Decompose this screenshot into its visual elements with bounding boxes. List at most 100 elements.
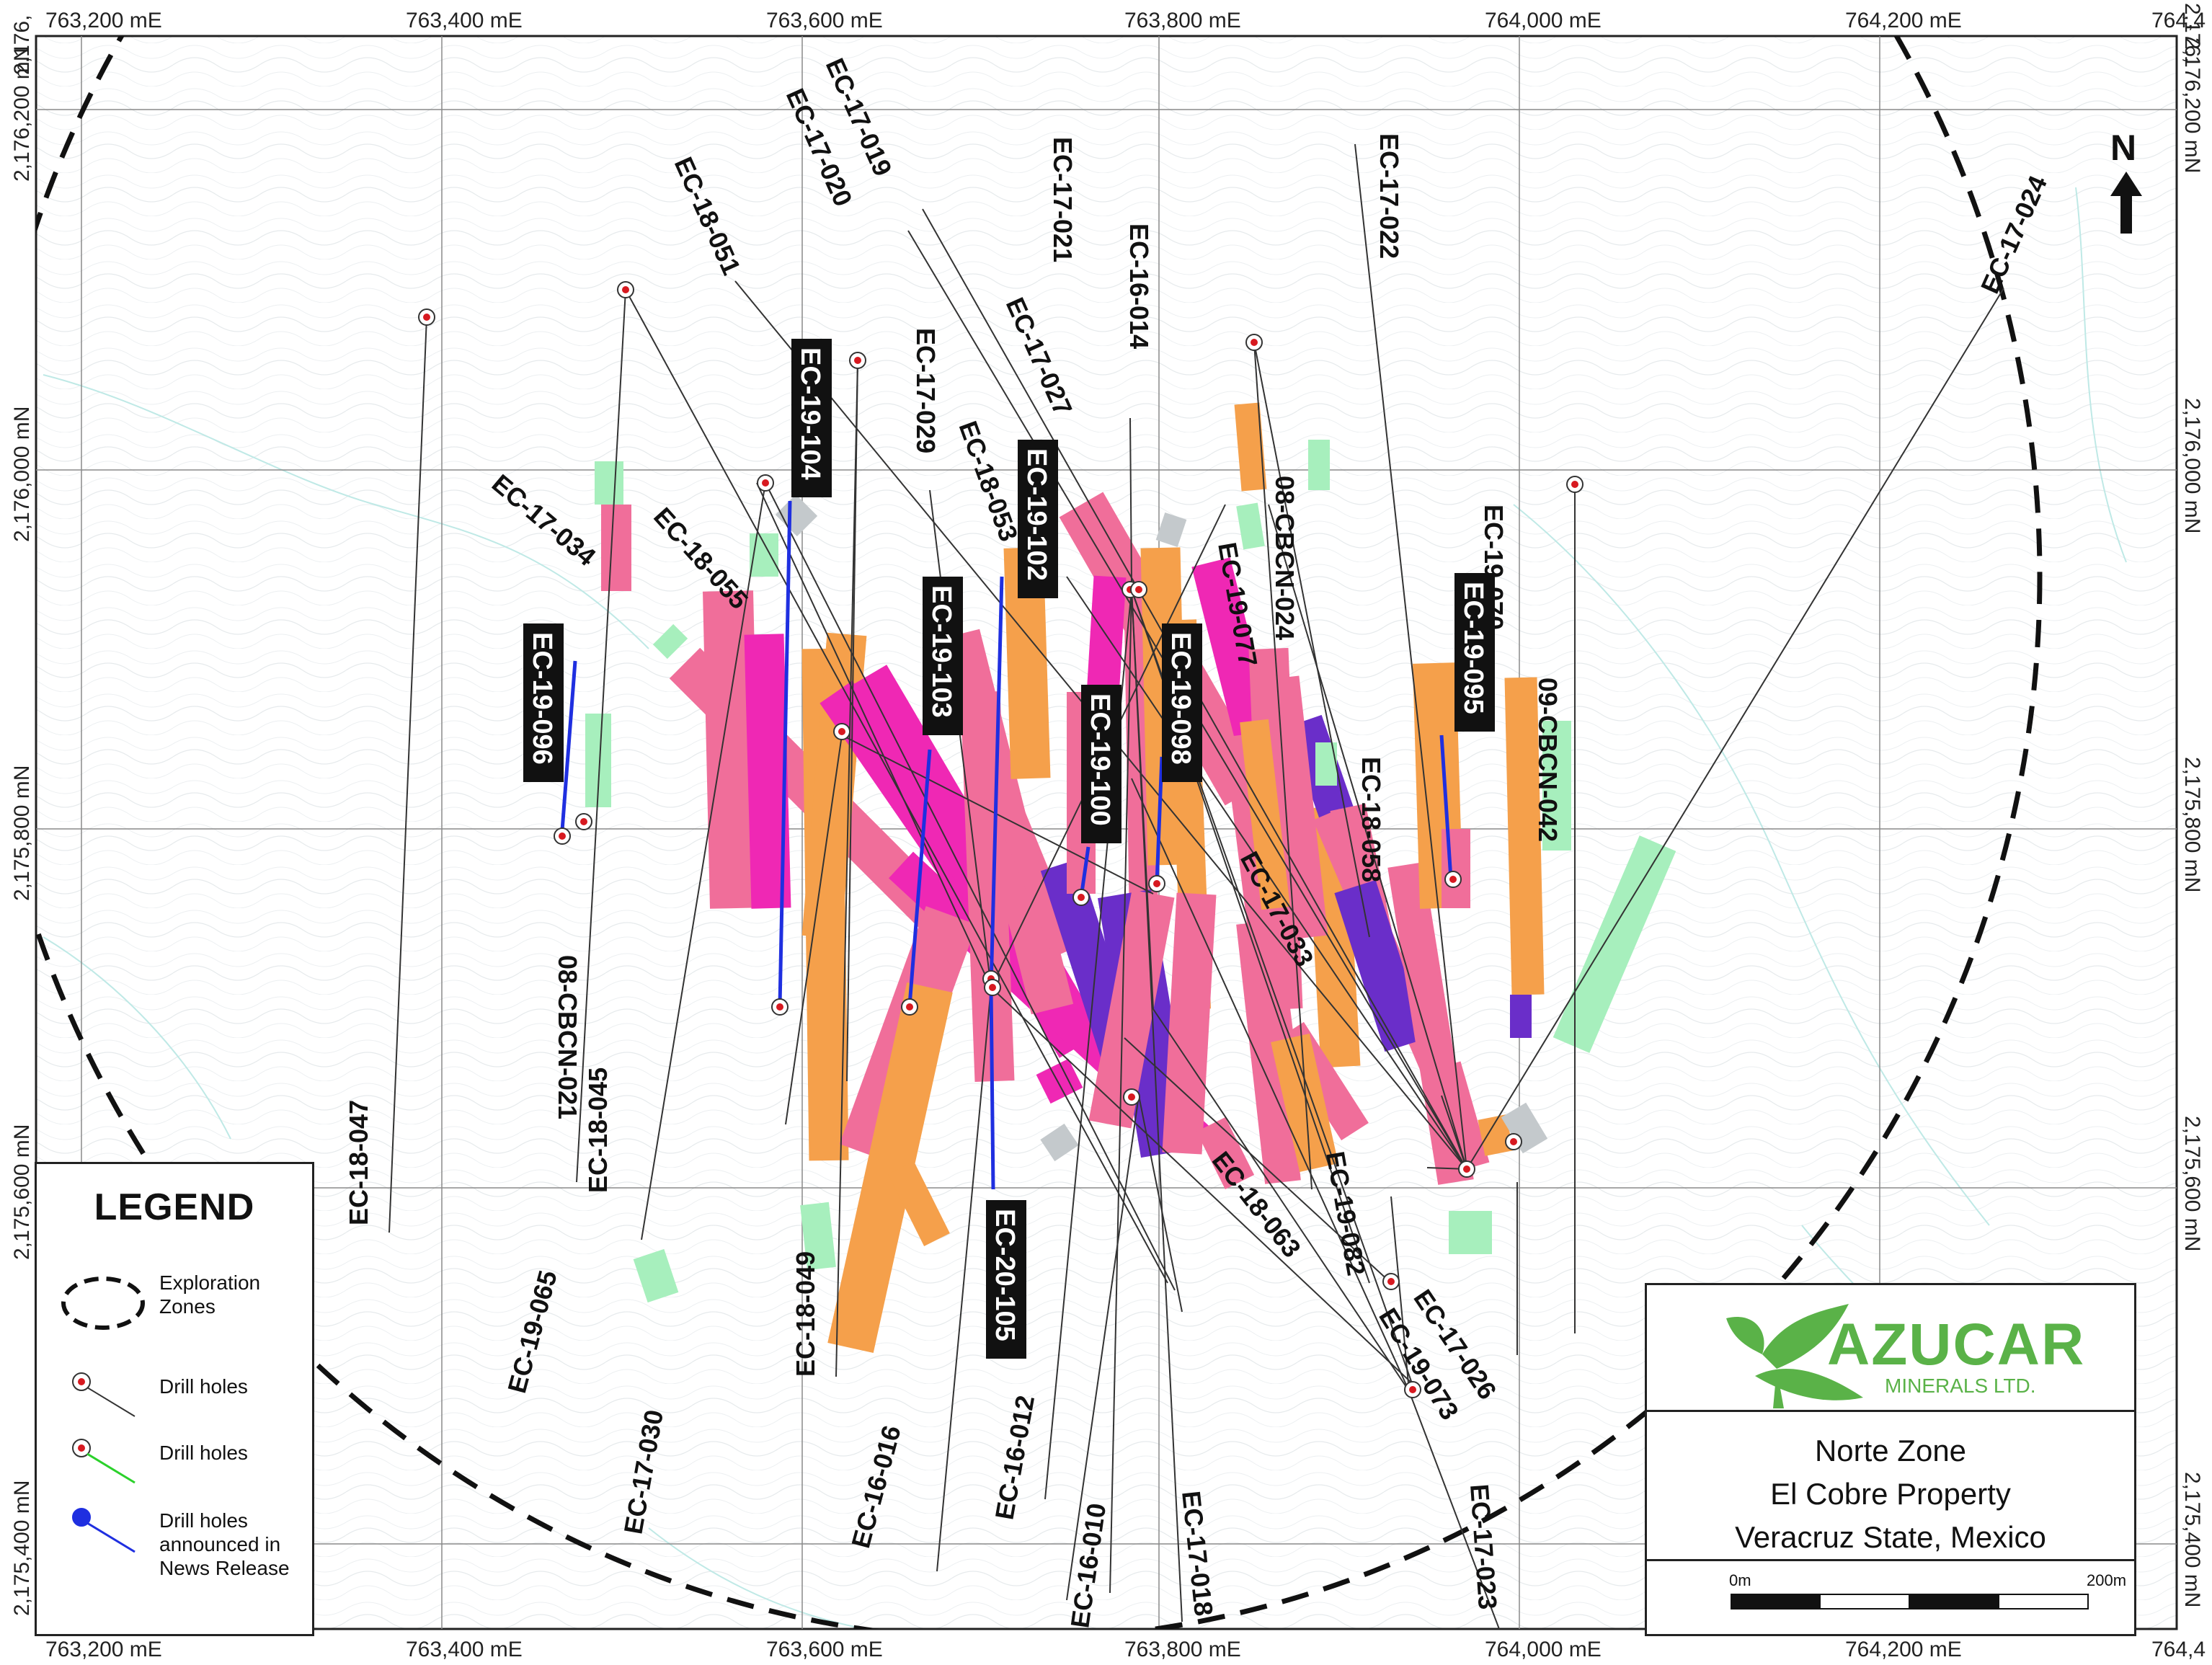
- north-label: N: [2110, 128, 2137, 168]
- intercept-band: [1036, 1058, 1083, 1104]
- drill-collar: [617, 281, 634, 298]
- drill-hole-label: 08-CBCN-024: [1270, 476, 1300, 640]
- svg-text:EC-19-100: EC-19-100: [1085, 693, 1115, 826]
- svg-text:EC-19-102: EC-19-102: [1021, 448, 1052, 581]
- intercept-band: [827, 982, 953, 1353]
- news-release-trace: [1439, 734, 1453, 880]
- title-block: AZUCAR MINERALS LTD. Norte Zone El Cobre…: [1645, 1283, 2136, 1636]
- stream-lines: [43, 187, 2127, 1629]
- drill-trace: [1138, 1095, 1183, 1313]
- drill-trace: [1152, 1008, 1410, 1392]
- drill-trace: [1124, 1037, 1392, 1284]
- drill-collar: [1566, 476, 1584, 493]
- scale-end: 200m: [2087, 1571, 2127, 1589]
- northing-label-left: 2,175,400 mN: [10, 1480, 34, 1616]
- northing-label-right: 2,175,600 mN: [2180, 1116, 2204, 1251]
- coordinate-labels: 763,200 mE 763,200 mE 763,400 mE 763,400 mE…: [10, 3, 2206, 1661]
- drill-trace: [1441, 1095, 1467, 1170]
- intercept-band: [652, 623, 688, 660]
- drill-hole-label: 09-CBCN-042: [1533, 678, 1563, 842]
- drill-trace: [1466, 288, 2004, 1170]
- drill-trace: [929, 489, 992, 988]
- intercept-band: [633, 1248, 679, 1303]
- intercept-band: [1196, 1116, 1255, 1190]
- drill-trace: [641, 482, 766, 1240]
- easting-label-bottom: 763,800 mE: [1124, 1638, 1241, 1661]
- title-location: Veracruz State, Mexico: [1735, 1520, 2046, 1554]
- northing-label-left: 2,175,800 mN: [10, 765, 34, 901]
- intercept-band: [1504, 677, 1545, 995]
- northing-label-right: 2,175,800 mN: [2180, 757, 2204, 892]
- news-release-hole-label: EC-19-103: [923, 577, 963, 735]
- intercept-band: [1040, 1123, 1079, 1162]
- easting-label-top: 763,600 mE: [766, 9, 883, 32]
- drill-collars: [418, 281, 1584, 1398]
- easting-label-top: 764,000 mE: [1485, 9, 1602, 32]
- easting-label-top: 763,400 mE: [406, 9, 523, 32]
- intercept-band: [1334, 879, 1426, 1052]
- intercept-band: [1236, 502, 1265, 550]
- drill-hole-blue-icon: [72, 1508, 136, 1553]
- intercept-band: [1501, 1102, 1548, 1154]
- drill-collar: [1148, 875, 1165, 892]
- intercept-band: [1478, 1114, 1514, 1156]
- drill-collar: [1404, 1381, 1421, 1398]
- leaf-logo-icon: [1726, 1304, 1863, 1408]
- drill-collar: [418, 308, 435, 326]
- drill-collar: [1072, 889, 1090, 906]
- north-arrow-icon: [2110, 172, 2142, 234]
- intercept-band: [1413, 662, 1463, 909]
- svg-text:EC-19-095: EC-19-095: [1458, 582, 1488, 714]
- news-release-trace: [560, 660, 577, 831]
- intercept-bands: [585, 402, 1676, 1353]
- legend-label-zones: Exploration Zones: [159, 1271, 261, 1318]
- news-release-hole-label: EC-19-095: [1454, 573, 1495, 732]
- drill-collar: [1130, 581, 1147, 598]
- news-release-hole-label: EC-19-102: [1018, 440, 1058, 598]
- drill-trace: [1253, 342, 1370, 938]
- easting-label-bottom: 763,200 mE: [45, 1638, 162, 1661]
- northing-label-partial: 2,176,: [10, 15, 34, 75]
- drill-hole-label: EC-18-045: [583, 1067, 613, 1193]
- intercept-band: [1236, 920, 1301, 1184]
- drill-collar: [1444, 871, 1462, 888]
- intercept-band: [1088, 889, 1175, 1129]
- drill-trace: [841, 734, 1154, 894]
- drill-trace: [625, 289, 1168, 1284]
- intercept-band: [1271, 1034, 1338, 1172]
- drill-hole-traces: [388, 143, 2004, 1629]
- easting-label-top: 763,800 mE: [1124, 9, 1241, 32]
- intercept-band: [1266, 675, 1328, 939]
- legend-label-news-release: Drill holes announced in News Release: [159, 1509, 290, 1579]
- news-release-hole-label: EC-19-096: [523, 623, 564, 782]
- drill-collar: [849, 352, 866, 369]
- scale-start: 0m: [1729, 1571, 1751, 1589]
- north-arrow: N: [2105, 127, 2148, 235]
- drill-trace: [990, 987, 1413, 1385]
- drill-trace: [1390, 1196, 1410, 1392]
- drill-trace: [756, 482, 992, 988]
- intercept-band: [800, 1202, 836, 1271]
- drill-trace: [1131, 778, 1410, 1392]
- intercept-band: [703, 590, 760, 909]
- drill-trace: [1066, 576, 1467, 1170]
- drill-hole-label: EC-17-022: [1374, 133, 1404, 259]
- dashed-ellipse-icon: [61, 1276, 145, 1330]
- logo: AZUCAR MINERALS LTD.: [1647, 1285, 2134, 1412]
- legend-title: LEGEND: [94, 1186, 255, 1228]
- drill-hole-label: EC-17-029: [911, 328, 941, 453]
- news-release-trace: [989, 987, 995, 1190]
- news-release-trace: [907, 749, 932, 1006]
- northing-label-right: 2,176,200 mN: [2180, 37, 2204, 173]
- news-release-hole-label: EC-19-104: [791, 339, 832, 497]
- drill-trace: [765, 482, 1176, 1291]
- drill-trace: [576, 289, 626, 1183]
- drill-trace: [1129, 417, 1132, 585]
- drill-hole-green-icon: [72, 1439, 136, 1484]
- drill-hole-black-icon: [72, 1372, 136, 1417]
- drill-trace: [1408, 1390, 1500, 1629]
- easting-label-top: 763,200 mE: [45, 9, 162, 32]
- intercept-band: [1162, 892, 1217, 1155]
- northing-label-left: 2,176,200 mN: [10, 46, 34, 182]
- svg-text:EC-20-105: EC-20-105: [990, 1209, 1020, 1341]
